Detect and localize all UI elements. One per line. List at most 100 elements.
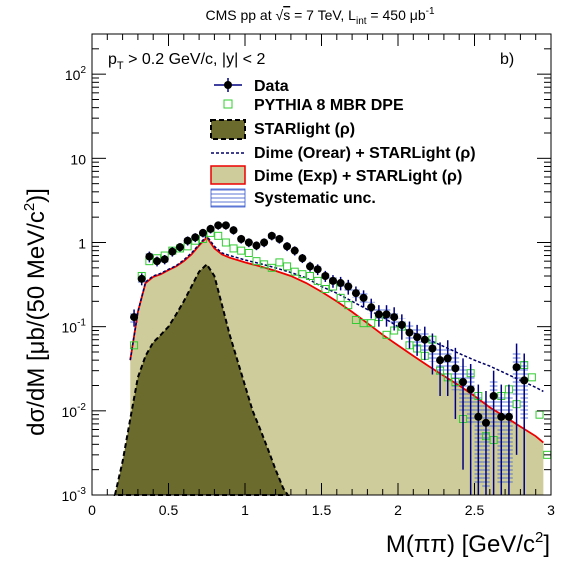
data-point (229, 226, 238, 235)
data-point (420, 326, 429, 361)
x-tick-label: 3 (547, 502, 555, 518)
data-point (413, 324, 422, 356)
legend-entry-dime-exp: Dime (Exp) + STARLight (ρ) (210, 165, 462, 185)
data-point (359, 290, 368, 308)
pythia-point (535, 410, 544, 419)
data-point (175, 243, 184, 252)
legend-entry-starlight: STARlight (ρ) (210, 119, 355, 140)
x-tick-label: 1.5 (312, 502, 332, 518)
data-point (198, 228, 207, 238)
data-point (290, 246, 299, 256)
pythia-point (244, 249, 253, 258)
data-point (221, 221, 230, 230)
pythia-point (237, 246, 246, 255)
cut-annotation: pT > 0.2 GeV/c, |y| < 2 (108, 51, 265, 72)
data-point (497, 384, 506, 495)
dime-orear-line (129, 234, 544, 393)
data-point (214, 221, 223, 230)
data-point (160, 255, 169, 265)
data-point (244, 238, 253, 248)
legend-label-starlight: STARlight (ρ) (254, 121, 355, 138)
pythia-point (283, 262, 292, 271)
pythia-point (229, 244, 238, 253)
pythia-point (344, 301, 353, 310)
data-point (153, 256, 162, 267)
pythia-point (130, 341, 139, 350)
x-tick-label: 0.5 (159, 502, 179, 518)
data-point (489, 370, 498, 495)
legend-label-dime-orear: Dime (Orear) + STARLight (ρ) (254, 145, 476, 162)
data-point (237, 234, 246, 244)
legend-label-dime-exp: Dime (Exp) + STARLight (ρ) (254, 168, 462, 185)
data-point (252, 241, 261, 251)
data-point (313, 264, 322, 276)
axes: 0 0.5 1 1.5 2 2.5 3 10-3 10-2 10-1 1 10 102 (62, 33, 555, 518)
data-point (428, 333, 437, 375)
pythia-point (336, 293, 345, 302)
chart-title: CMS pp at √s = 7 TeV, Lint = 450 μb-1 (205, 6, 434, 27)
data-point (137, 273, 146, 286)
x-axis-title: M(ππ) [GeV/c2] (386, 529, 550, 558)
data-point (382, 305, 391, 327)
data-point (206, 224, 215, 234)
pythia-point (527, 373, 536, 382)
legend-label-data: Data (254, 78, 289, 95)
pythia-point (260, 260, 269, 269)
data-point (328, 275, 337, 288)
legend-label-systematic: Systematic unc. (254, 190, 376, 207)
pythia-point (275, 258, 284, 267)
data-point (374, 305, 383, 327)
data-point (367, 298, 376, 319)
data-point (275, 234, 284, 244)
x-tick-label: 0 (88, 502, 96, 518)
data-point (397, 314, 406, 340)
data-point (145, 251, 154, 263)
pythia-point (267, 263, 276, 272)
data-point (267, 231, 276, 241)
y-tick-label: 102 (65, 65, 87, 83)
legend-entry-pythia: PYTHIA 8 MBR DPE (223, 97, 404, 114)
data-point (336, 276, 345, 291)
data-point (443, 340, 452, 397)
legend-label-pythia: PYTHIA 8 MBR DPE (254, 97, 404, 114)
data-point (260, 238, 269, 248)
data-point (451, 347, 460, 419)
x-tick-label: 2.5 (465, 502, 485, 518)
data-point (321, 270, 330, 282)
pythia-point (367, 319, 376, 328)
pythia-point (252, 257, 261, 266)
data-point (183, 236, 192, 246)
data-point (466, 364, 475, 495)
data-point (504, 384, 513, 495)
data-point (436, 342, 445, 397)
legend-entry-data: Data (214, 78, 289, 95)
pythia-point (321, 285, 330, 294)
legend-entry-systematic: Systematic unc. (210, 188, 376, 208)
pythia-point (306, 271, 315, 280)
data-point (459, 358, 468, 470)
y-tick-label: 1 (78, 235, 86, 251)
data-point (512, 343, 521, 455)
data-point (405, 321, 414, 349)
pythia-point (290, 267, 299, 276)
y-tick-label: 10 (70, 151, 86, 167)
data-point (283, 242, 292, 252)
panel-label: b) (500, 51, 514, 68)
legend-entry-dime-orear: Dime (Orear) + STARLight (ρ) (211, 145, 476, 162)
data-point (390, 307, 399, 331)
data-point (168, 247, 177, 257)
data-point (481, 391, 490, 495)
data-point (474, 384, 483, 495)
pythia-point (313, 276, 322, 285)
x-tick-label: 2 (394, 502, 402, 518)
data-point (351, 286, 360, 302)
data-point (298, 253, 307, 264)
plot-area (113, 221, 552, 496)
pythia-point (214, 231, 223, 240)
data-point (344, 279, 353, 295)
y-tick-label: 10-2 (62, 402, 87, 420)
starlight-area (113, 262, 290, 496)
y-tick-label: 10-1 (62, 318, 87, 336)
data-point (130, 309, 139, 327)
